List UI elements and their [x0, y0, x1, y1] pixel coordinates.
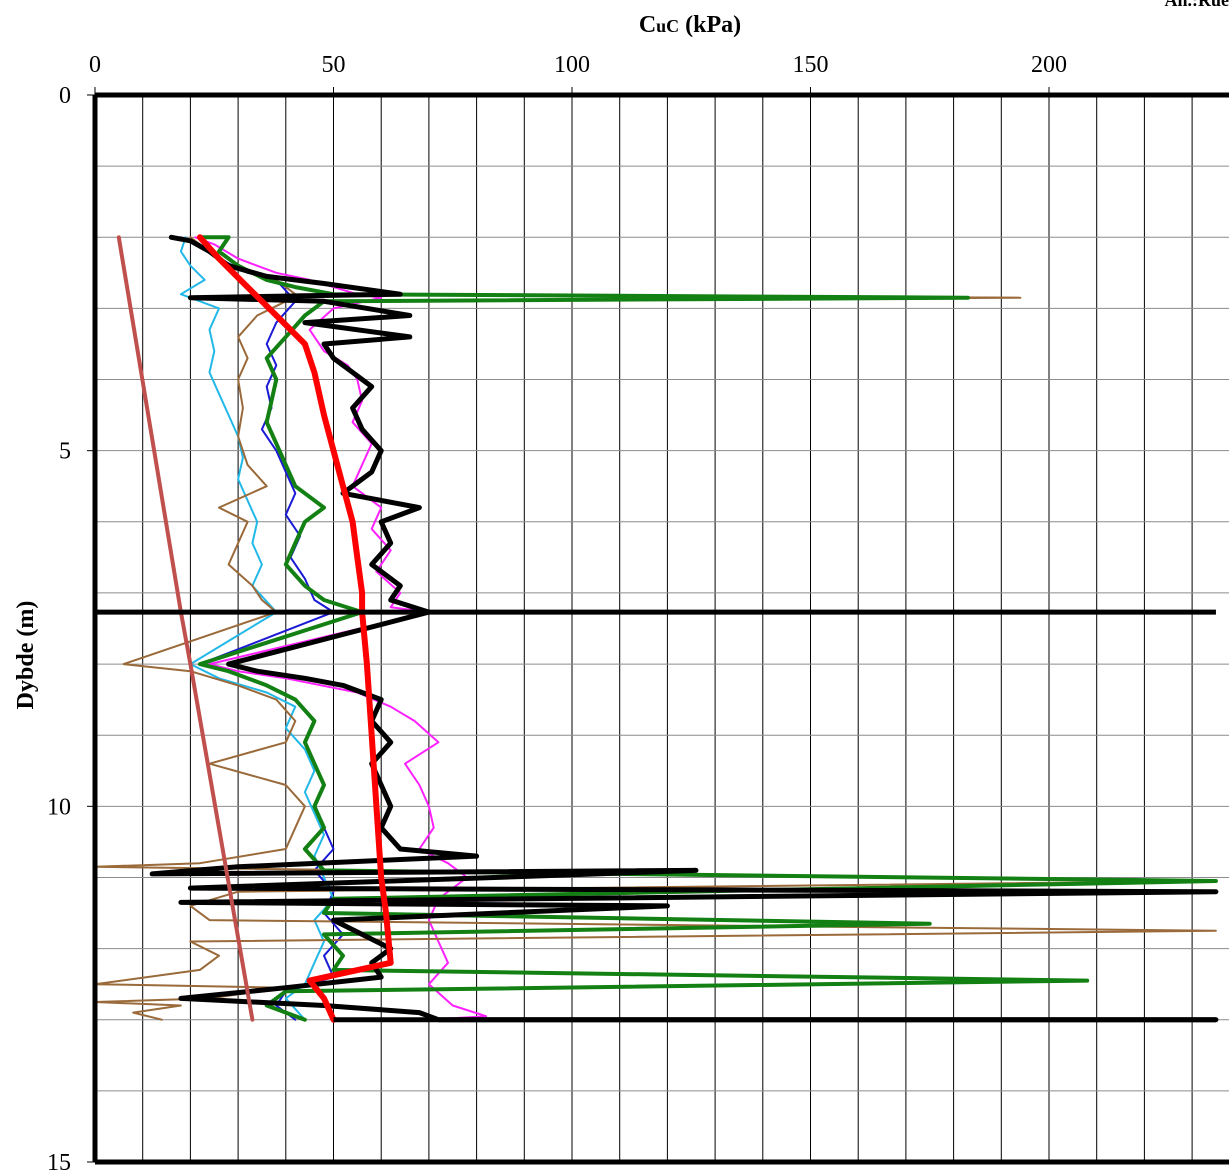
y-tick-label: 5 — [59, 439, 71, 465]
corner-label: An.:Rue — [1164, 0, 1229, 10]
x-tick-label: 150 — [793, 52, 829, 78]
x-axis-title: CuC (kPa) — [639, 12, 741, 38]
y-tick-label: 10 — [47, 794, 71, 820]
y-axis-title: Dybde (m) — [13, 601, 39, 710]
plot-frame — [87, 87, 1229, 1165]
x-tick-label: 0 — [89, 52, 101, 78]
x-tick-label: 100 — [554, 52, 590, 78]
x-tick-label: 50 — [322, 52, 346, 78]
y-tick-label: 0 — [59, 83, 71, 109]
series-line-rose — [116, 235, 255, 1022]
layer-boundaries — [95, 609, 1216, 1023]
y-tick-label: 15 — [47, 1150, 71, 1171]
x-tick-label: 200 — [1031, 52, 1067, 78]
series-line-red — [196, 234, 394, 1023]
series-line-brown — [94, 236, 1217, 1021]
data-series — [94, 234, 1219, 1023]
tick-labels: 0 50 100 150 200 0 5 10 15 — [47, 52, 1067, 1171]
series-line-black — [149, 234, 1219, 1023]
